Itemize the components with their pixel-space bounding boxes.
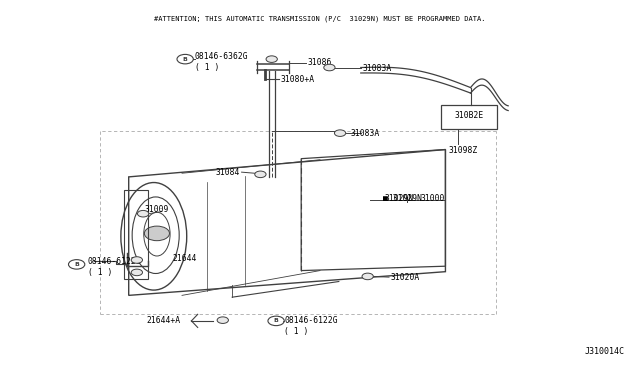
Text: 21644: 21644 [173,254,197,263]
Circle shape [138,211,148,217]
Text: 21644+A: 21644+A [147,317,180,326]
Circle shape [255,171,266,177]
Text: 31083A: 31083A [350,129,380,138]
Text: 31083A: 31083A [363,64,392,73]
Circle shape [362,273,373,280]
Text: 310B2E: 310B2E [454,111,484,120]
Text: 31084: 31084 [216,168,241,177]
Text: J310014C: J310014C [584,347,624,356]
Text: ( 1 ): ( 1 ) [284,327,308,336]
Text: #ATTENTION; THIS AUTOMATIC TRANSMISSION (P/C  31029N) MUST BE PROGRAMMED DATA.: #ATTENTION; THIS AUTOMATIC TRANSMISSION … [154,16,486,22]
Text: 31098Z: 31098Z [449,146,478,155]
Circle shape [266,56,277,62]
Text: B: B [274,318,278,323]
Text: ( 1 ): ( 1 ) [88,268,112,277]
Text: B: B [74,262,79,267]
Text: 31029N: 31029N [385,194,414,203]
Text: B: B [182,57,188,62]
Text: 31080+A: 31080+A [280,75,315,84]
Text: ( 1 ): ( 1 ) [195,63,219,72]
Text: 31020A: 31020A [390,273,419,282]
Circle shape [131,257,143,263]
Text: 08146-6122G: 08146-6122G [88,257,141,266]
Circle shape [217,317,228,323]
Text: 08146-6122G: 08146-6122G [284,317,338,326]
Text: 31086: 31086 [307,58,332,67]
Circle shape [335,130,346,137]
Text: 31009: 31009 [145,205,169,214]
Text: ■ 31029N: ■ 31029N [383,194,422,203]
Bar [441,105,497,129]
Circle shape [131,269,143,276]
Circle shape [145,226,170,241]
Circle shape [324,64,335,71]
Text: 08146-6362G: 08146-6362G [195,52,248,61]
Text: 31000: 31000 [420,194,445,203]
